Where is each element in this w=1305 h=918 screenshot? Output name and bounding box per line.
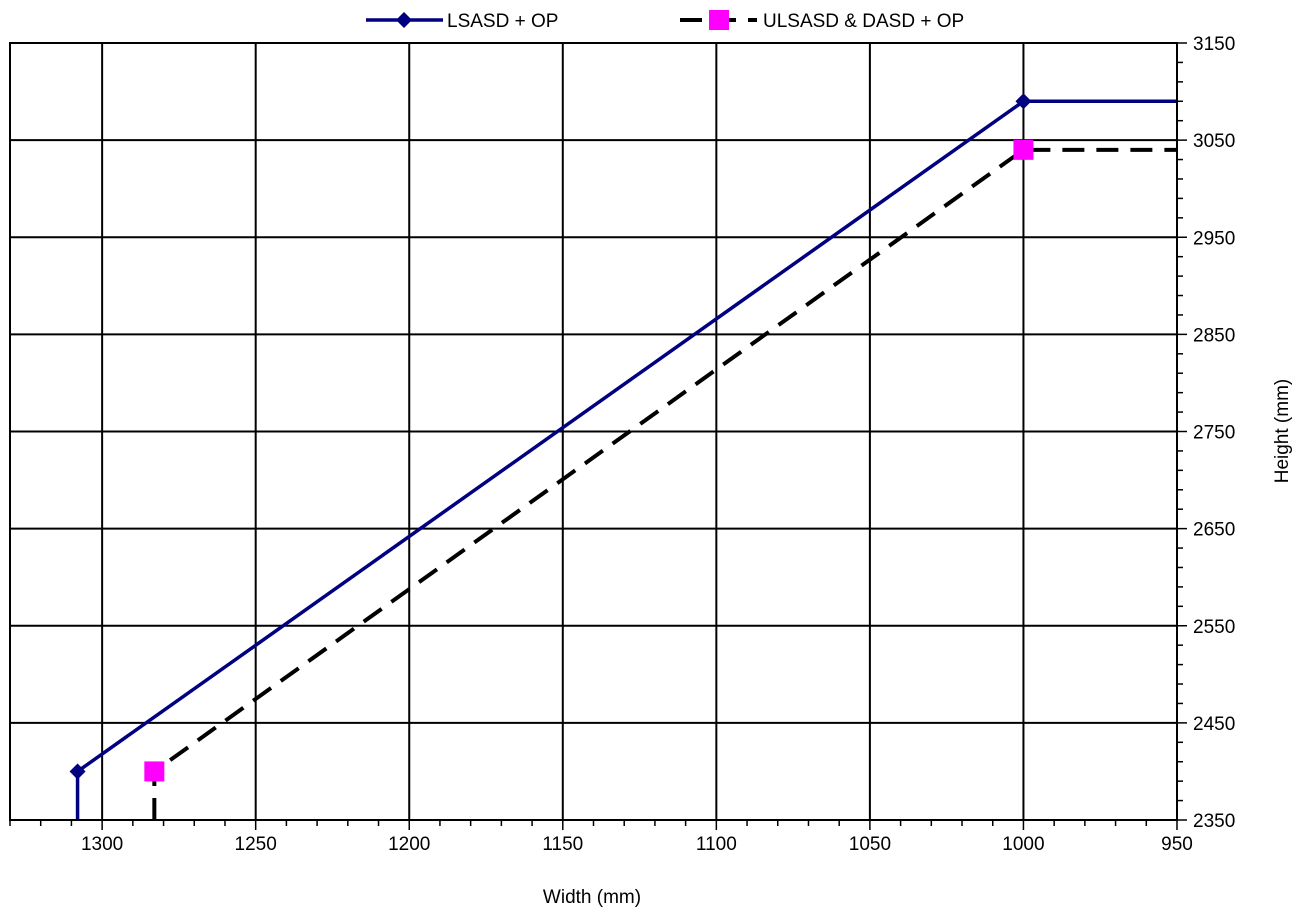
x-tick-label: 1000 — [1002, 834, 1044, 855]
y-tick-label: 2550 — [1193, 617, 1235, 638]
x-tick-label: 1200 — [388, 834, 430, 855]
y-tick-label: 2350 — [1193, 811, 1235, 832]
data-point-square — [1013, 139, 1034, 160]
y-tick-label: 3050 — [1193, 131, 1235, 152]
legend-label-2: ULSASD & DASD + OP — [763, 11, 964, 32]
legend-marker-2 — [709, 10, 729, 30]
x-tick-label: 1050 — [849, 834, 891, 855]
series-1 — [69, 93, 1177, 820]
y-tick-label: 2750 — [1193, 423, 1235, 444]
x-tick-label: 1300 — [81, 834, 123, 855]
y-axis-title: Height (mm) — [1272, 379, 1293, 484]
series-group — [69, 93, 1177, 820]
y-tick-label: 2450 — [1193, 714, 1235, 735]
x-tick-label: 950 — [1161, 834, 1193, 855]
legend: LSASD + OP ULSASD & DASD + OP — [366, 10, 964, 32]
y-tick-label: 2650 — [1193, 520, 1235, 541]
y-tick-label: 3150 — [1193, 34, 1235, 55]
legend-label-1: LSASD + OP — [447, 11, 558, 32]
legend-marker-1 — [396, 12, 412, 28]
x-tick-label: 1250 — [235, 834, 277, 855]
data-point-square — [144, 761, 165, 782]
x-tick-label: 1100 — [696, 834, 737, 855]
grid — [10, 43, 1177, 820]
x-tick-label: 1150 — [542, 834, 583, 855]
data-point-diamond — [69, 763, 86, 780]
series-line — [75, 99, 1177, 820]
y-tick-label: 2850 — [1193, 325, 1235, 346]
x-axis-title: Width (mm) — [543, 887, 641, 908]
series-line — [152, 147, 1177, 820]
y-tick-label: 2950 — [1193, 228, 1235, 249]
series-2 — [144, 139, 1177, 820]
data-point-diamond — [1015, 93, 1032, 110]
